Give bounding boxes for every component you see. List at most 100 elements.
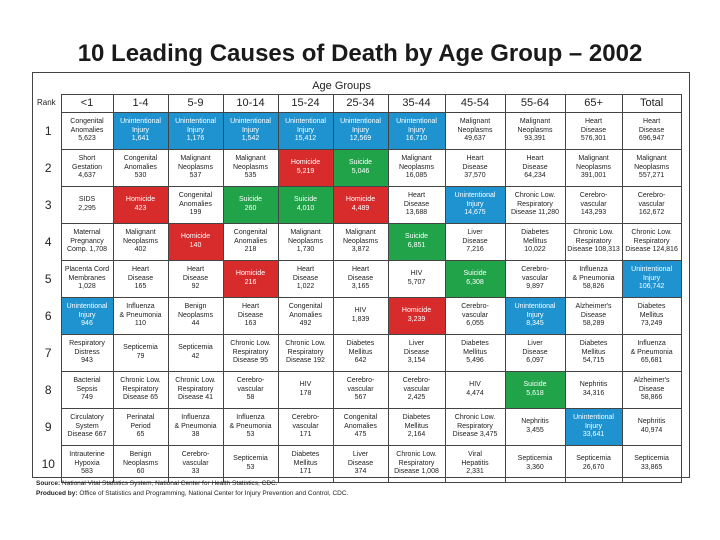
- cause-cell: Influenza & Pneumonia 53: [222, 408, 279, 446]
- cell-line: Injury: [78, 311, 96, 319]
- cell-line: Diabetes: [637, 303, 666, 311]
- table-row: 1 Congenital Anomalies 5,623 Unintentional In…: [36, 112, 682, 150]
- cell-line: 218: [244, 246, 257, 254]
- cell-line: 64,234: [524, 172, 546, 180]
- cell-line: Placenta Cord: [64, 266, 110, 274]
- cell-line: vascular: [521, 274, 549, 282]
- cause-cell: Chronic Low. Respiratory Disease 124,816: [621, 223, 682, 261]
- cell-line: Diabetes: [402, 414, 431, 422]
- table-row: 8 Bacterial Sepsis 749 Chronic Low. Respirato…: [36, 371, 682, 409]
- cell-line: Unintentional: [631, 266, 673, 274]
- cell-line: Cerebro-: [461, 303, 489, 311]
- cell-line: 216: [244, 279, 257, 286]
- cell-line: Suicide: [463, 270, 487, 278]
- cell-line: Unintentional: [285, 118, 326, 126]
- cell-line: 5,046: [351, 168, 370, 175]
- cell-line: Respiratory: [287, 348, 324, 356]
- cell-line: HIV: [410, 270, 423, 278]
- cell-line: & Pneumonia: [229, 422, 272, 430]
- cell-line: Septicemia: [517, 455, 553, 463]
- cause-cell: Unintentional Injury 1,641: [112, 112, 169, 150]
- cell-line: Influenza: [181, 414, 210, 422]
- cell-line: Congenital: [70, 118, 104, 126]
- cell-line: 1,839: [351, 316, 370, 323]
- cell-line: Short: [78, 155, 96, 163]
- cell-line: 73,249: [640, 320, 663, 328]
- cause-cell: Placenta Cord Membranes 1,028: [60, 260, 114, 298]
- cause-cell: Cerebro-vascular 33: [167, 445, 224, 483]
- cell-line: & Pneumonia: [119, 311, 162, 319]
- cause-cell: Malignant Neoplasms 402: [112, 223, 169, 261]
- cause-cell: Chronic Low. Respiratory Disease 1,008: [387, 445, 446, 483]
- cause-cell: Alzheimer's Disease 58,289: [564, 297, 623, 335]
- cell-line: 642: [354, 357, 367, 365]
- cell-line: Neoplasms: [398, 163, 434, 171]
- cell-line: Heart: [351, 266, 370, 274]
- cause-cell: Short Gestation 4,637: [60, 149, 114, 187]
- cell-line: Chronic Low.: [631, 229, 672, 237]
- cell-line: Septicemia: [576, 455, 611, 463]
- cell-line: Liver: [467, 229, 483, 237]
- cell-line: Congenital: [343, 414, 378, 422]
- cell-line: Intrauterine: [69, 451, 105, 459]
- cause-cell: Cerebro-vascular 143,293: [564, 186, 623, 224]
- cause-cell: Chronic Low. Respiratory Disease 3,475: [444, 408, 506, 446]
- cell-line: Anomalies: [234, 237, 267, 245]
- cell-line: Injury: [407, 126, 426, 134]
- cause-cell: Chronic Low. Respiratory Disease 108,313: [564, 223, 623, 261]
- cell-line: 171: [299, 431, 312, 439]
- cell-line: Disease: [462, 237, 488, 245]
- cell-line: Suicide: [294, 196, 317, 204]
- cell-line: 58,866: [640, 394, 663, 402]
- cause-cell: Chronic Low. Respiratory Disease 95: [222, 334, 279, 372]
- cell-line: Malignant: [578, 155, 609, 163]
- cell-line: Cerebro-: [181, 451, 210, 459]
- cause-cell: Alzheimer's Disease 58,866: [621, 371, 682, 409]
- cause-cell: Bacterial Sepsis 749: [60, 371, 114, 409]
- cause-cell: Septicemia 26,670: [564, 445, 623, 483]
- cell-line: Nephritis: [637, 418, 666, 426]
- cell-line: Chronic Low.: [396, 451, 437, 459]
- cell-line: 165: [134, 283, 147, 291]
- cell-line: Disease: [347, 459, 374, 467]
- cell-line: 110: [134, 320, 147, 328]
- cell-line: Injury: [526, 311, 544, 319]
- cell-line: Benign: [184, 303, 207, 311]
- cell-line: Disease: [638, 385, 665, 393]
- cell-line: 33,865: [640, 464, 663, 471]
- cell-line: Respiratory: [122, 385, 159, 393]
- cell-line: Influenza: [236, 414, 265, 422]
- cell-line: Heart: [584, 118, 603, 126]
- cell-line: Neoplasms: [576, 163, 612, 171]
- cell-line: 583: [81, 468, 93, 476]
- cell-line: 6,851: [407, 242, 426, 249]
- cell-line: 44: [191, 320, 200, 328]
- rank-header: Rank: [37, 98, 56, 108]
- cell-line: Respiratory: [398, 459, 435, 467]
- cell-line: 696,947: [638, 135, 665, 143]
- cause-cell: HIV 4,474: [444, 371, 506, 409]
- cell-line: Disease 3,475: [452, 431, 498, 439]
- cell-line: Neoplasms: [517, 126, 553, 134]
- cause-cell: Unintentional Injury 946: [60, 297, 114, 335]
- cell-line: Septicemia: [123, 344, 158, 352]
- cause-cell: Nephritis 40,974: [621, 408, 682, 446]
- cell-line: Chronic Low.: [120, 377, 161, 385]
- cell-line: Mellitus: [463, 348, 487, 356]
- cause-cell: Chronic Low. Respiratory Disease 65: [112, 371, 169, 409]
- cell-line: HIV: [469, 381, 481, 389]
- cell-line: Cerebro-: [402, 377, 431, 385]
- chart-title: 10 Leading Causes of Death by Age Group …: [77, 40, 643, 67]
- cell-line: 33: [191, 468, 200, 476]
- cell-line: 54,715: [582, 357, 605, 365]
- column-header: 45-54: [444, 94, 506, 113]
- cell-line: Mellitus: [348, 348, 373, 356]
- cell-line: 37,570: [464, 172, 486, 180]
- cell-line: vascular: [461, 311, 489, 319]
- cell-line: 13,688: [405, 209, 428, 217]
- cause-cell: Congenital Anomalies 492: [277, 297, 334, 335]
- cell-line: Unintentional: [514, 303, 556, 311]
- cell-line: Heart: [296, 266, 315, 274]
- cell-line: 530: [134, 172, 147, 180]
- cause-cell: Liver Disease 374: [332, 445, 389, 483]
